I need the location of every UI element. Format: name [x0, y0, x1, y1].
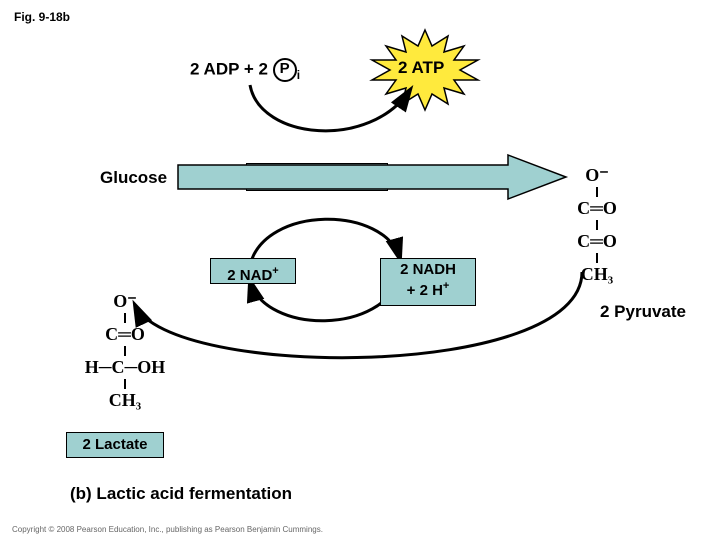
adp-atp-arrow — [200, 70, 460, 160]
figure-ref: Fig. 9-18b — [14, 10, 70, 24]
lac-row2: H─C─OH — [84, 358, 167, 377]
diagram-stage: Fig. 9-18b 2 ADP + 2 Pi 2 ATP Glucose Gl… — [0, 0, 720, 540]
lactate-structure: O⁻ C═O H─C─OH CH₃ — [70, 292, 180, 410]
lac-row1: C═O — [104, 325, 146, 344]
lac-row0: O⁻ — [112, 292, 138, 311]
copyright: Copyright © 2008 Pearson Education, Inc.… — [12, 525, 323, 534]
pyr-row0: O⁻ — [584, 166, 610, 185]
pyruvate-to-lactate-arrow — [110, 260, 610, 390]
glycolysis-arrow — [178, 155, 568, 199]
lactate-box: 2 Lactate — [66, 432, 164, 458]
glucose-label: Glucose — [100, 168, 167, 188]
caption: (b) Lactic acid fermentation — [70, 484, 292, 504]
lac-row3: CH₃ — [108, 391, 142, 410]
pyr-row1: C═O — [576, 199, 618, 218]
pyruvate-label: 2 Pyruvate — [600, 302, 686, 322]
pyr-row2: C═O — [576, 232, 618, 251]
